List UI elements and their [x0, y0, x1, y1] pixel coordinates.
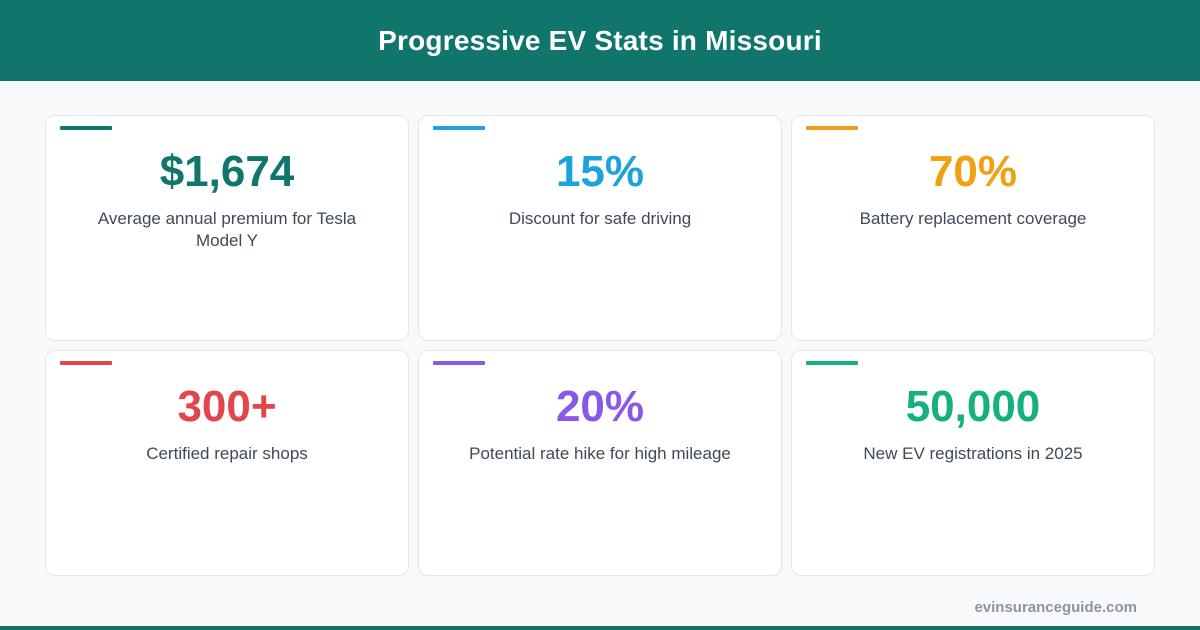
stat-label: Average annual premium for Tesla Model Y	[97, 209, 357, 250]
card-accent-bar	[806, 126, 858, 130]
stat-label: Discount for safe driving	[508, 209, 692, 228]
header-banner: Progressive EV Stats in Missouri	[0, 0, 1200, 81]
card-accent-bar	[60, 126, 112, 130]
stat-value: 300+	[177, 382, 277, 431]
stat-value: 15%	[555, 147, 645, 196]
stat-value: 70%	[928, 147, 1018, 196]
stat-label: Battery replacement coverage	[859, 209, 1087, 228]
card-accent-bar	[433, 126, 485, 130]
stat-card: 15% Discount for safe driving	[418, 115, 782, 341]
stat-card: 20% Potential rate hike for high mileage	[418, 350, 782, 576]
card-accent-bar	[806, 361, 858, 365]
site-brand: evinsuranceguide.com	[974, 599, 1137, 616]
bottom-divider	[0, 626, 1200, 630]
stat-card: $1,674 Average annual premium for Tesla …	[45, 115, 409, 341]
card-accent-bar	[433, 361, 485, 365]
stat-label: New EV registrations in 2025	[863, 444, 1083, 463]
stat-card: 300+ Certified repair shops	[45, 350, 409, 576]
stats-grid: $1,674 Average annual premium for Tesla …	[45, 115, 1155, 576]
stat-card: 50,000 New EV registrations in 2025	[791, 350, 1155, 576]
stat-label: Certified repair shops	[146, 444, 308, 463]
stat-value: 50,000	[905, 382, 1041, 431]
card-accent-bar	[60, 361, 112, 365]
stat-value: $1,674	[159, 147, 295, 196]
stat-value: 20%	[555, 382, 645, 431]
stat-card: 70% Battery replacement coverage	[791, 115, 1155, 341]
stat-label: Potential rate hike for high mileage	[469, 444, 731, 463]
page-title: Progressive EV Stats in Missouri	[378, 24, 822, 56]
